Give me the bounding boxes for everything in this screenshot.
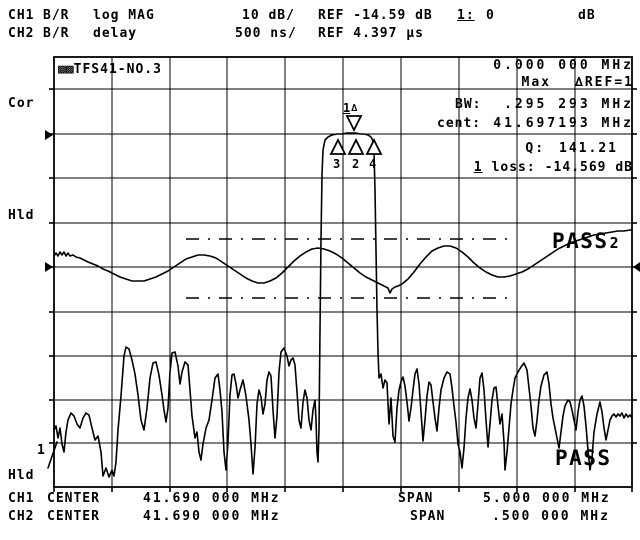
ch1-scale: 10 dB/ <box>242 8 295 23</box>
marker2-num: 2 <box>352 157 360 171</box>
footer-ch2-span-value: .500 000 MHz <box>492 509 610 524</box>
marker1-num: 1 <box>343 101 351 115</box>
ch2-measurement: B/R <box>43 26 70 41</box>
ch1-format: log MAG <box>93 8 155 23</box>
footer-ch2-span-label: SPAN <box>410 509 446 524</box>
marker3-num: 3 <box>333 157 341 171</box>
footer-ch1-span-value: 5.000 000 MHz <box>483 491 611 506</box>
loss-label: loss: <box>491 160 536 175</box>
active-entry-frequency: 0.000 000 MHz <box>493 58 634 73</box>
bw-label: BW: <box>455 97 482 112</box>
marker1-delta-label: 1 ∆ <box>343 101 358 117</box>
ch2-scale: 500 ns/ <box>235 26 297 41</box>
title-text: TFS41-NO.3 <box>73 62 162 77</box>
ch1-marker-label: 1: <box>457 8 475 23</box>
status-hld-bottom: Hld <box>8 468 35 483</box>
trace-title: ▩▩ TFS41-NO.3 <box>58 63 162 77</box>
ch1-marker-unit: dB <box>578 8 596 23</box>
ch2-label: CH2 <box>8 26 35 41</box>
cent-value: 41.697193 MHz <box>493 116 634 131</box>
bw-value: .295 293 MHz <box>504 97 634 112</box>
loss-readout: 1 loss: -14.569 dB <box>474 161 633 175</box>
status-cor: Cor <box>8 96 35 111</box>
search-readout: Max ∆REF=1 <box>522 76 634 90</box>
pass-ch2-subscript: 2 <box>609 234 620 252</box>
cent-label: cent: <box>437 116 482 131</box>
ch1-label: CH1 <box>8 8 35 23</box>
search-mode: Max <box>521 75 552 90</box>
ch1-measurement: B/R <box>43 8 70 23</box>
marker4-num: 4 <box>369 157 377 171</box>
limit-pass-ch1: PASS <box>555 446 612 470</box>
ch1-ref-level: REF -14.59 dB <box>318 8 433 23</box>
footer-ch1-span-label: SPAN <box>398 491 434 506</box>
q-label: Q: <box>525 141 546 156</box>
footer-ch1-center-label: CENTER <box>47 491 100 506</box>
delta-ref-readout: ∆REF=1 <box>575 75 634 90</box>
footer-ch2-center-value: 41.690 000 MHz <box>143 509 281 524</box>
ch2-format: delay <box>93 26 138 41</box>
q-readout: Q: 141.21 <box>525 142 618 156</box>
footer-ch2-center-label: CENTER <box>47 509 100 524</box>
footer-ch2-label: CH2 <box>8 509 35 524</box>
footer-ch1-center-value: 41.690 000 MHz <box>143 491 281 506</box>
loss-marker-num: 1 <box>473 160 483 175</box>
q-value: 141.21 <box>559 141 618 156</box>
pass-ch2-text: PASS <box>552 229 609 253</box>
status-hld-top: Hld <box>8 208 35 223</box>
ch2-ref-level: REF 4.397 µs <box>318 26 424 41</box>
title-prefix-blocks: ▩▩ <box>58 62 74 77</box>
loss-value: -14.569 dB <box>544 160 633 175</box>
ch1-marker-value: 0 <box>486 8 495 23</box>
footer-ch1-label: CH1 <box>8 491 35 506</box>
delta-symbol: ∆ <box>351 103 359 114</box>
limit-pass-ch2: PASS 2 <box>552 227 620 252</box>
marker1-edge-label: 1 <box>37 443 46 458</box>
